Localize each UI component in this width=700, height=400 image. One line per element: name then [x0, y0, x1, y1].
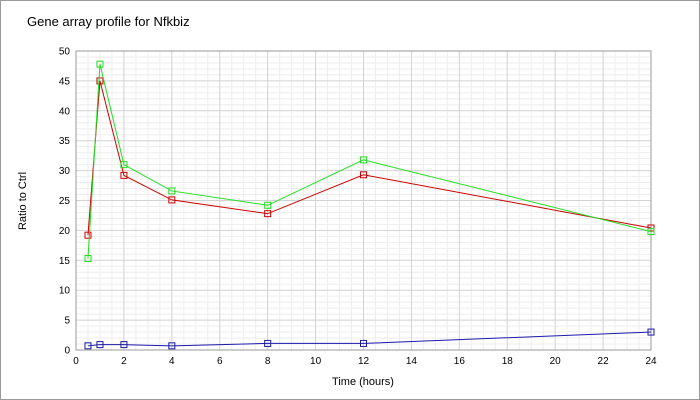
- x-tick-label: 12: [358, 356, 370, 367]
- data-point: [120, 171, 128, 179]
- series-layer: [84, 60, 655, 350]
- data-point: [168, 187, 176, 195]
- series-line: [87, 331, 652, 347]
- y-tick-label: 15: [59, 256, 71, 267]
- grid: [75, 50, 652, 351]
- series-2: [84, 60, 655, 263]
- data-point: [84, 231, 92, 239]
- x-tick-label: 0: [73, 356, 79, 367]
- data-point: [84, 255, 92, 263]
- data-point: [360, 171, 367, 179]
- y-tick-label: 50: [59, 47, 71, 58]
- axis-ticks: 0 2 4 6 8 10 12 14 16 18 20 22 240510152025303540455…: [59, 47, 657, 368]
- data-point: [168, 342, 176, 350]
- y-tick-label: 35: [59, 136, 71, 147]
- data-point: [120, 341, 128, 349]
- x-tick-label: 10: [310, 356, 322, 367]
- data-point: [360, 339, 367, 347]
- y-tick-label: 5: [64, 316, 70, 327]
- series-line: [87, 64, 652, 259]
- x-tick-label: 8: [265, 356, 271, 367]
- y-tick-label: 0: [64, 346, 70, 357]
- data-point: [647, 228, 655, 236]
- y-tick-label: 10: [59, 286, 71, 297]
- data-point: [84, 342, 92, 350]
- series-1: [84, 77, 655, 239]
- y-tick-label: 25: [59, 196, 71, 207]
- x-tick-label: 20: [550, 356, 562, 367]
- data-point: [360, 156, 367, 164]
- x-tick-label: 22: [598, 356, 610, 367]
- data-point: [264, 201, 272, 209]
- data-point: [96, 60, 104, 68]
- data-point: [120, 161, 128, 169]
- data-point: [168, 196, 176, 204]
- x-tick-label: 18: [502, 356, 514, 367]
- data-point: [96, 341, 104, 349]
- y-tick-label: 40: [59, 106, 71, 117]
- series-3: [84, 328, 655, 350]
- data-point: [264, 210, 272, 218]
- x-tick-label: 6: [217, 356, 223, 367]
- data-point: [647, 224, 655, 232]
- plot-area: [75, 50, 652, 351]
- y-tick-label: 30: [59, 166, 71, 177]
- y-tick-label: 20: [59, 226, 71, 237]
- x-tick-label: 2: [121, 356, 127, 367]
- data-point: [96, 77, 104, 85]
- data-point: [264, 339, 272, 347]
- data-point: [647, 328, 655, 336]
- x-tick-label: 16: [454, 356, 466, 367]
- y-tick-label: 45: [59, 76, 71, 87]
- x-axis-label: Time (hours): [332, 376, 394, 388]
- series-line: [87, 80, 652, 236]
- x-tick-label: 24: [645, 356, 657, 367]
- y-axis-label: Ratio to Ctrl: [17, 172, 29, 230]
- x-tick-label: 4: [169, 356, 175, 367]
- x-tick-label: 14: [406, 356, 418, 367]
- chart-title: Gene array profile for Nfkbiz: [27, 14, 190, 29]
